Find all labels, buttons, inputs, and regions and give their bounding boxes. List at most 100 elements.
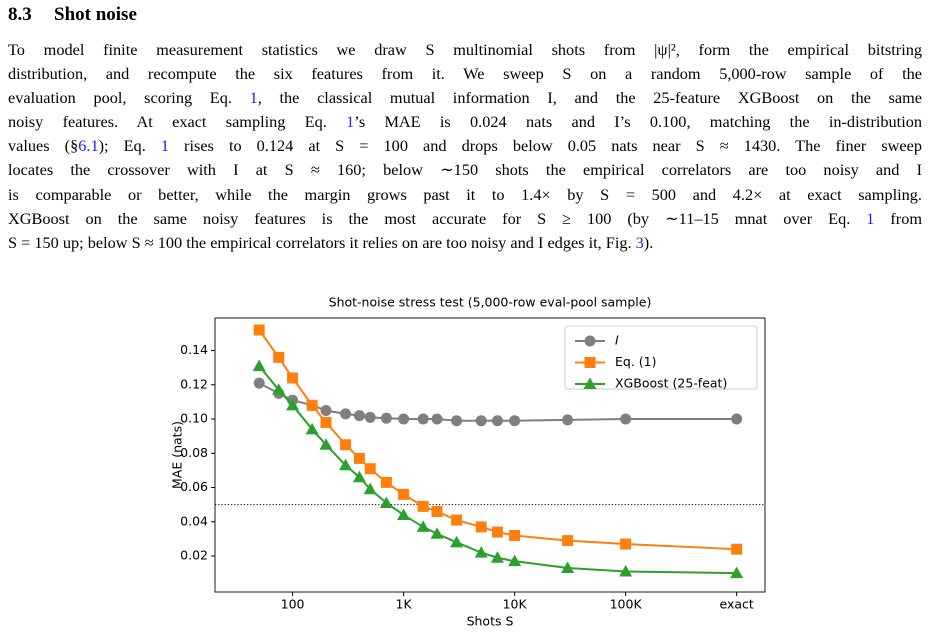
chart-title: Shot-noise stress test (5,000-row eval-p… [329, 295, 652, 310]
reference-link[interactable]: 1 [160, 136, 169, 156]
data-point [417, 500, 429, 512]
legend-marker [584, 357, 596, 368]
legend-marker [583, 377, 597, 389]
reference-link[interactable]: 1 [249, 88, 258, 108]
text-run: evaluation pool, scoring Eq. [8, 88, 250, 108]
data-point [287, 372, 299, 384]
data-point [363, 482, 377, 495]
y-axis-label: MAE (nats) [170, 421, 185, 489]
data-point [451, 514, 463, 526]
data-point [731, 413, 743, 425]
text-line: is comparable or better, while the margi… [8, 183, 922, 207]
legend: I Eq. (1) XGBoost (25-feat) [564, 325, 758, 391]
y-tick-label: 0.10 [180, 411, 208, 426]
data-point [398, 488, 410, 500]
text-line: locates the crossover with I at S ≈ 160;… [8, 158, 922, 182]
section-heading: 8.3 Shot noise [8, 4, 137, 26]
text-run: is comparable or better, while the margi… [8, 184, 922, 204]
x-tick-label: exact [720, 597, 754, 612]
x-tick-label: 100 [281, 597, 305, 612]
data-point [340, 439, 352, 451]
x-tick-label: 10K [503, 597, 528, 612]
x-tick-label: 100K [610, 597, 643, 612]
text-line: noisy features. At exact sampling Eq. 1’… [8, 110, 922, 134]
legend-marker [584, 335, 596, 347]
text-line: To model finite measurement statistics w… [8, 38, 922, 62]
data-point [379, 496, 393, 508]
data-point [272, 383, 286, 395]
data-point [340, 408, 352, 420]
text-line: distribution, and recompute the six feat… [8, 62, 922, 86]
data-point [730, 566, 744, 579]
data-point [490, 551, 504, 563]
text-run: distribution, and recompute the six feat… [8, 64, 922, 84]
data-point [450, 535, 464, 548]
data-point [416, 520, 430, 532]
text-run: To model finite measurement statistics w… [8, 40, 922, 59]
series-line [258, 365, 737, 575]
reference-link[interactable]: 1 [346, 112, 355, 132]
text-run: ). [643, 232, 654, 252]
data-point [397, 508, 411, 520]
y-tick-label: 0.04 [180, 513, 208, 528]
data-point [353, 452, 365, 464]
data-point [306, 399, 318, 411]
y-tick-label: 0.14 [180, 342, 208, 357]
data-point [320, 404, 332, 416]
legend-label: I [615, 333, 619, 348]
data-point [509, 415, 521, 427]
text-run: rises to 0.124 at S = 100 and drops belo… [168, 136, 922, 156]
data-point [353, 410, 365, 422]
data-point [562, 535, 574, 547]
text-run: S = 150 up; below S ≈ 100 the empirical … [8, 232, 636, 252]
data-point [562, 414, 574, 426]
text-run: from [874, 208, 922, 228]
data-point [491, 526, 503, 538]
chart: Shot-noise stress test (5,000-row eval-p… [170, 295, 766, 629]
text-run: values (§ [8, 136, 79, 156]
data-point [508, 554, 522, 567]
data-point [339, 458, 353, 471]
text-line: evaluation pool, scoring Eq. 1, the clas… [8, 86, 922, 110]
y-tick-label: 0.06 [180, 479, 208, 494]
data-point [620, 413, 632, 425]
data-point [364, 463, 376, 475]
data-point [430, 527, 444, 539]
reference-link[interactable]: 6.1 [78, 136, 99, 156]
text-run: locates the crossover with I at S ≈ 160;… [8, 160, 922, 180]
text-line: values (§6.1); Eq. 1 rises to 0.124 at S… [8, 134, 922, 158]
legend-box [564, 325, 758, 390]
data-point [253, 377, 265, 389]
plot-frame [214, 317, 766, 593]
data-point [509, 529, 521, 541]
text-line: XGBoost on the same noisy features is th… [8, 207, 922, 231]
data-point [398, 413, 410, 425]
text-run: ); Eq. [98, 136, 161, 156]
legend-label: Eq. (1) [615, 354, 657, 369]
reference-link[interactable]: 3 [635, 232, 644, 252]
data-point [320, 416, 332, 428]
data-point [380, 412, 392, 424]
text-run: XGBoost on the same noisy features is th… [8, 208, 867, 228]
data-point [252, 359, 266, 371]
data-point [561, 561, 575, 574]
reference-link[interactable]: 1 [866, 208, 875, 228]
section-number: 8.3 [8, 4, 32, 25]
paragraph: To model finite measurement statistics w… [8, 38, 922, 255]
section-title: Shot noise [54, 4, 137, 25]
text-line: S = 150 up; below S ≈ 100 the empirical … [8, 231, 922, 255]
data-point [431, 506, 443, 518]
data-point [352, 470, 366, 483]
y-tick-label: 0.08 [180, 445, 208, 460]
data-point [620, 538, 632, 550]
data-point [731, 543, 743, 555]
text-run: ’s MAE is 0.024 nats and I’s 0.100, matc… [354, 112, 923, 132]
x-axis-label: Shots S [467, 614, 514, 629]
y-tick-label: 0.02 [180, 548, 208, 563]
legend-label: XGBoost (25-feat) [615, 376, 727, 391]
data-point [619, 564, 633, 577]
data-point [286, 398, 300, 411]
data-point [474, 546, 488, 558]
text-run: , the classical mutual information I, an… [257, 88, 922, 108]
